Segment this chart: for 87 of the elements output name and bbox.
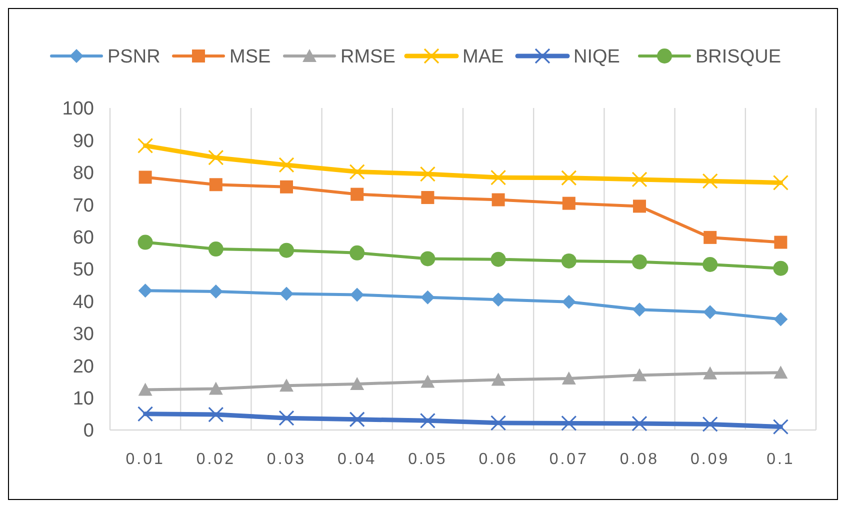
point — [774, 366, 788, 379]
point — [280, 180, 293, 194]
y-tick-label: 70 — [72, 195, 94, 216]
point — [208, 284, 223, 299]
point — [420, 290, 435, 304]
point — [562, 371, 576, 384]
point — [773, 260, 788, 276]
legend-label: BRISQUE — [696, 46, 782, 68]
point — [703, 305, 718, 320]
point — [491, 372, 506, 386]
point — [632, 368, 646, 382]
point — [561, 253, 576, 268]
point — [349, 164, 365, 180]
point — [350, 188, 364, 201]
point — [420, 374, 435, 388]
point — [772, 418, 788, 435]
point — [208, 242, 224, 257]
point — [703, 366, 718, 380]
point — [350, 288, 364, 302]
point — [138, 382, 152, 396]
point — [349, 412, 365, 428]
x-tick-label: 0.1 — [766, 451, 795, 468]
x-tick-label: 0.02 — [196, 451, 236, 468]
point — [491, 292, 506, 307]
point — [632, 416, 648, 432]
point — [774, 312, 788, 326]
y-tick-label: 0 — [83, 420, 94, 442]
y-tick-label: 30 — [72, 324, 94, 346]
point — [350, 376, 364, 390]
point — [279, 242, 294, 258]
point — [138, 170, 152, 184]
point — [492, 193, 505, 206]
y-tick-label: 60 — [72, 227, 94, 248]
point — [490, 252, 506, 267]
point — [420, 412, 436, 428]
point — [702, 173, 718, 189]
y-tick-label: 20 — [72, 356, 94, 378]
point — [633, 200, 646, 213]
point — [209, 178, 222, 192]
point — [420, 166, 436, 182]
x-tick-label: 0.09 — [690, 451, 730, 468]
point — [208, 150, 224, 166]
x-tick-label: 0.05 — [408, 451, 448, 468]
x-tick-label: 0.07 — [549, 451, 588, 468]
y-tick-label: 50 — [72, 260, 94, 281]
point — [562, 294, 576, 309]
point — [278, 410, 294, 426]
point — [561, 415, 577, 432]
legend-label: RMSE — [340, 46, 396, 68]
point — [280, 378, 294, 392]
x-tick-label: 0.06 — [478, 451, 518, 468]
y-tick-label: 40 — [72, 292, 94, 313]
point — [632, 172, 648, 188]
point — [280, 286, 294, 301]
legend-label: NIQE — [574, 46, 620, 68]
point — [421, 191, 434, 204]
point — [702, 416, 718, 432]
point — [278, 157, 294, 173]
y-tick-label: 90 — [72, 130, 94, 152]
point — [704, 230, 717, 244]
point — [562, 196, 576, 210]
legend-label: MAE — [462, 46, 504, 68]
point — [208, 382, 223, 395]
point — [138, 284, 152, 298]
point — [138, 406, 154, 422]
point — [490, 170, 506, 186]
legend-label: PSNR — [108, 46, 160, 68]
point — [561, 170, 577, 186]
x-tick-label: 0.01 — [126, 451, 165, 468]
point — [138, 234, 153, 250]
x-tick-label: 0.04 — [338, 451, 377, 468]
point — [772, 174, 788, 191]
legend-label: MSE — [230, 46, 271, 68]
y-tick-label: 10 — [72, 388, 94, 410]
point — [138, 138, 154, 154]
point — [632, 302, 646, 317]
x-tick-label: 0.03 — [266, 451, 306, 468]
point — [420, 251, 436, 266]
point — [774, 236, 788, 249]
y-tick-label: 100 — [62, 98, 94, 120]
point — [632, 254, 647, 270]
point — [490, 415, 506, 431]
point — [350, 245, 365, 260]
y-tick-label: 80 — [72, 163, 94, 184]
point — [208, 406, 224, 422]
point — [702, 256, 718, 272]
x-tick-label: 0.08 — [620, 451, 660, 468]
